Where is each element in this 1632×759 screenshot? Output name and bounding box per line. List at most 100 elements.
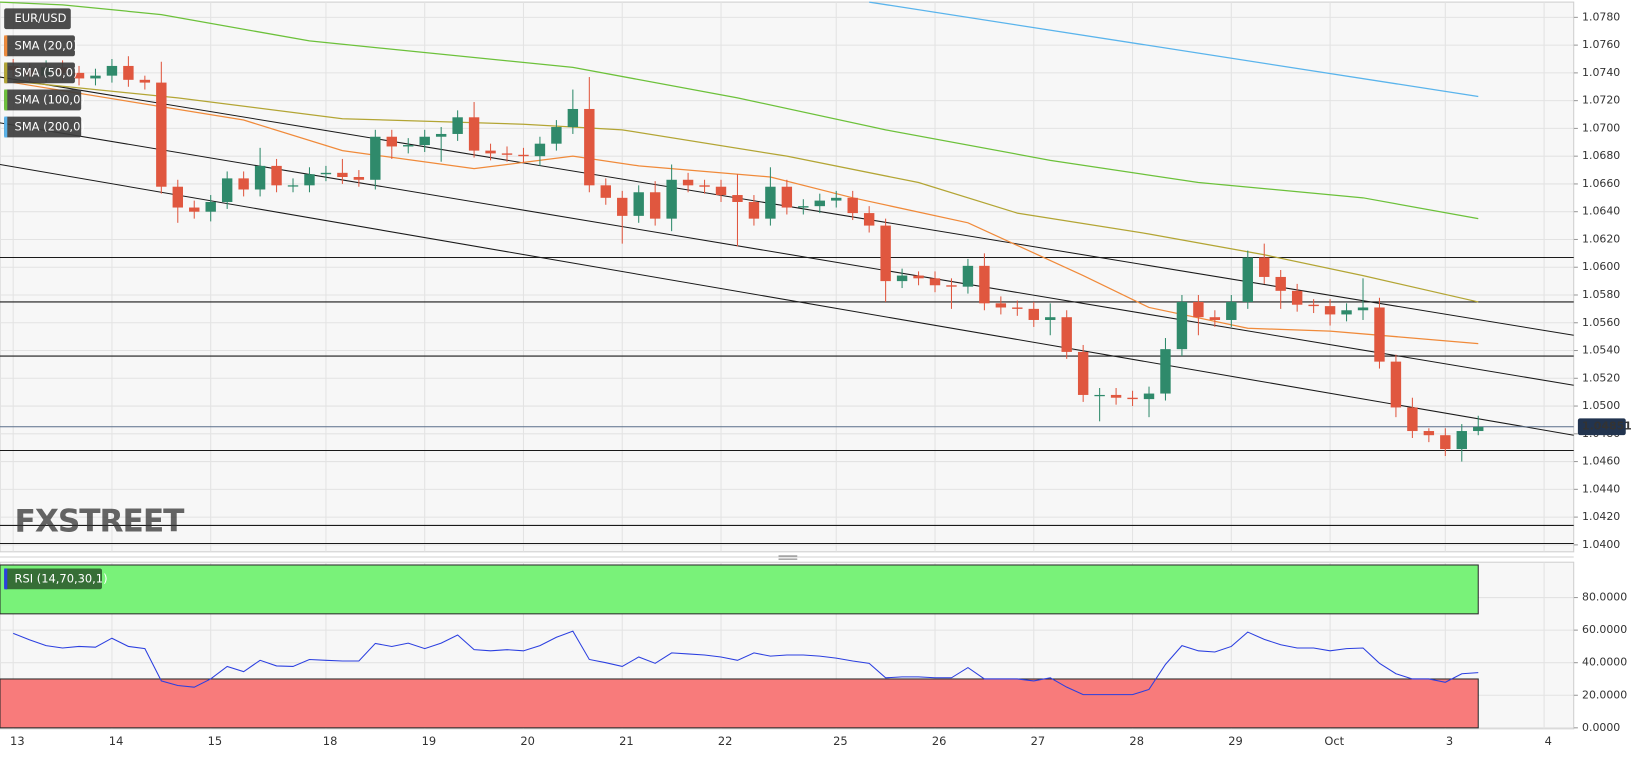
- legend-item[interactable]: SMA (100,0): [4, 89, 85, 111]
- y-tick-label: 1.0440: [1582, 482, 1620, 495]
- legend-item[interactable]: RSI (14,70,30,1): [4, 568, 108, 590]
- x-tick-label: 25: [833, 734, 848, 748]
- y-tick-label: 1.0580: [1582, 288, 1620, 301]
- y-tick-label: 1.0700: [1582, 121, 1620, 134]
- legend-box: [4, 116, 82, 138]
- candle-body: [271, 165, 282, 186]
- y-tick-label: 1.0560: [1582, 316, 1620, 329]
- candle-body: [73, 72, 85, 79]
- candle-body: [90, 75, 101, 79]
- y-tick-label: 1.0500: [1582, 399, 1620, 412]
- legend-swatch: [4, 35, 8, 57]
- candle-body: [1077, 351, 1089, 395]
- y-tick-label: 1.0780: [1582, 10, 1620, 23]
- candle-body: [1423, 431, 1435, 436]
- legend-item[interactable]: SMA (20,0): [4, 35, 78, 57]
- x-tick-label: 27: [1031, 734, 1046, 748]
- candle-body: [337, 172, 348, 177]
- candle-body: [1193, 301, 1204, 318]
- price-pane: [0, 1, 1575, 553]
- candle-body: [1061, 317, 1072, 352]
- x-tick-label: 13: [10, 734, 25, 748]
- candle-body: [880, 225, 891, 282]
- legend-swatch: [4, 62, 8, 84]
- y-tick-label: 1.0600: [1582, 260, 1620, 273]
- candle-body: [1226, 301, 1237, 320]
- rsi-line: [13, 630, 1479, 696]
- y-tick-label: 1.0400: [1582, 538, 1620, 551]
- sma-line: [869, 1, 1479, 98]
- x-tick-label: 28: [1129, 734, 1144, 748]
- candle-body: [863, 213, 875, 226]
- candle-body: [847, 197, 858, 214]
- candle-body: [995, 303, 1007, 308]
- candle-body: [649, 192, 661, 219]
- candle-body: [1160, 349, 1171, 394]
- y-tick-label: 40.0000: [1582, 656, 1627, 669]
- x-tick-label: 14: [109, 734, 124, 748]
- candle-body: [419, 136, 430, 146]
- candle-body: [732, 195, 743, 202]
- trend-line: [0, 163, 1574, 436]
- y-tick-label: 20.0000: [1582, 688, 1627, 701]
- overbought-zone: [0, 564, 1479, 615]
- candle-body: [172, 186, 183, 208]
- legend-box: [4, 89, 82, 111]
- candle-body: [370, 136, 381, 180]
- legend-swatch: [4, 89, 8, 111]
- y-tick-label: 0.0000: [1582, 721, 1620, 734]
- legend-label: RSI (14,70,30,1): [15, 571, 108, 585]
- candle-body: [1028, 308, 1039, 320]
- candle-body: [386, 136, 397, 147]
- watermark: FXSTREET: [15, 504, 186, 540]
- candle-body: [320, 172, 332, 175]
- last-price-label: 1.04851: [1582, 420, 1632, 433]
- price-layer: EUR/USD SMA (20,0) SMA (50,0) SMA (100,0) SM…: [0, 1, 1578, 552]
- candle-body: [913, 275, 924, 279]
- candle-body: [1127, 397, 1138, 400]
- candle-body: [254, 165, 266, 190]
- candle-body: [781, 186, 793, 208]
- legend-label: SMA (200,0): [15, 120, 85, 134]
- x-tick-label: 19: [422, 734, 437, 748]
- candle-body: [106, 65, 118, 76]
- x-tick-label: 26: [932, 734, 947, 748]
- candle-body: [139, 79, 151, 83]
- last-price-box: [1577, 418, 1626, 436]
- legend-swatch: [4, 116, 8, 138]
- candle-body: [1324, 306, 1336, 315]
- legend-item[interactable]: SMA (200,0): [4, 116, 85, 138]
- rsi-layer: RSI (14,70,30,1): [0, 562, 1578, 729]
- candle-body: [534, 143, 546, 157]
- x-tick-label: 29: [1228, 734, 1243, 748]
- candle-body: [1357, 307, 1369, 311]
- candle-body: [617, 197, 628, 216]
- y-tick-label: 1.0680: [1582, 149, 1620, 162]
- candle-body: [189, 207, 200, 212]
- x-tick-label: 3: [1446, 734, 1453, 748]
- candle-body: [699, 185, 710, 187]
- candle-body: [1440, 435, 1451, 450]
- y-tick-label: 1.0740: [1582, 66, 1620, 79]
- candle-body: [353, 176, 365, 180]
- candle-body: [238, 178, 249, 190]
- candle-body: [1242, 257, 1253, 302]
- candle-body: [798, 206, 809, 208]
- legend-item[interactable]: EUR/USD: [4, 8, 71, 30]
- oversold-zone: [0, 678, 1479, 729]
- x-tick-label: 21: [619, 734, 634, 748]
- candle-body: [435, 133, 447, 137]
- resize-handle[interactable]: [778, 555, 798, 560]
- candle-body: [567, 108, 579, 128]
- legend-item[interactable]: SMA (50,0): [4, 62, 78, 84]
- candle-body: [748, 201, 760, 219]
- candle-body: [403, 145, 414, 147]
- candle-body: [1209, 317, 1221, 320]
- candle-body: [896, 275, 908, 282]
- y-tick-label: 1.0660: [1582, 177, 1620, 190]
- candle-body: [1308, 304, 1319, 307]
- candle-body: [715, 186, 727, 196]
- candle-body: [205, 201, 216, 212]
